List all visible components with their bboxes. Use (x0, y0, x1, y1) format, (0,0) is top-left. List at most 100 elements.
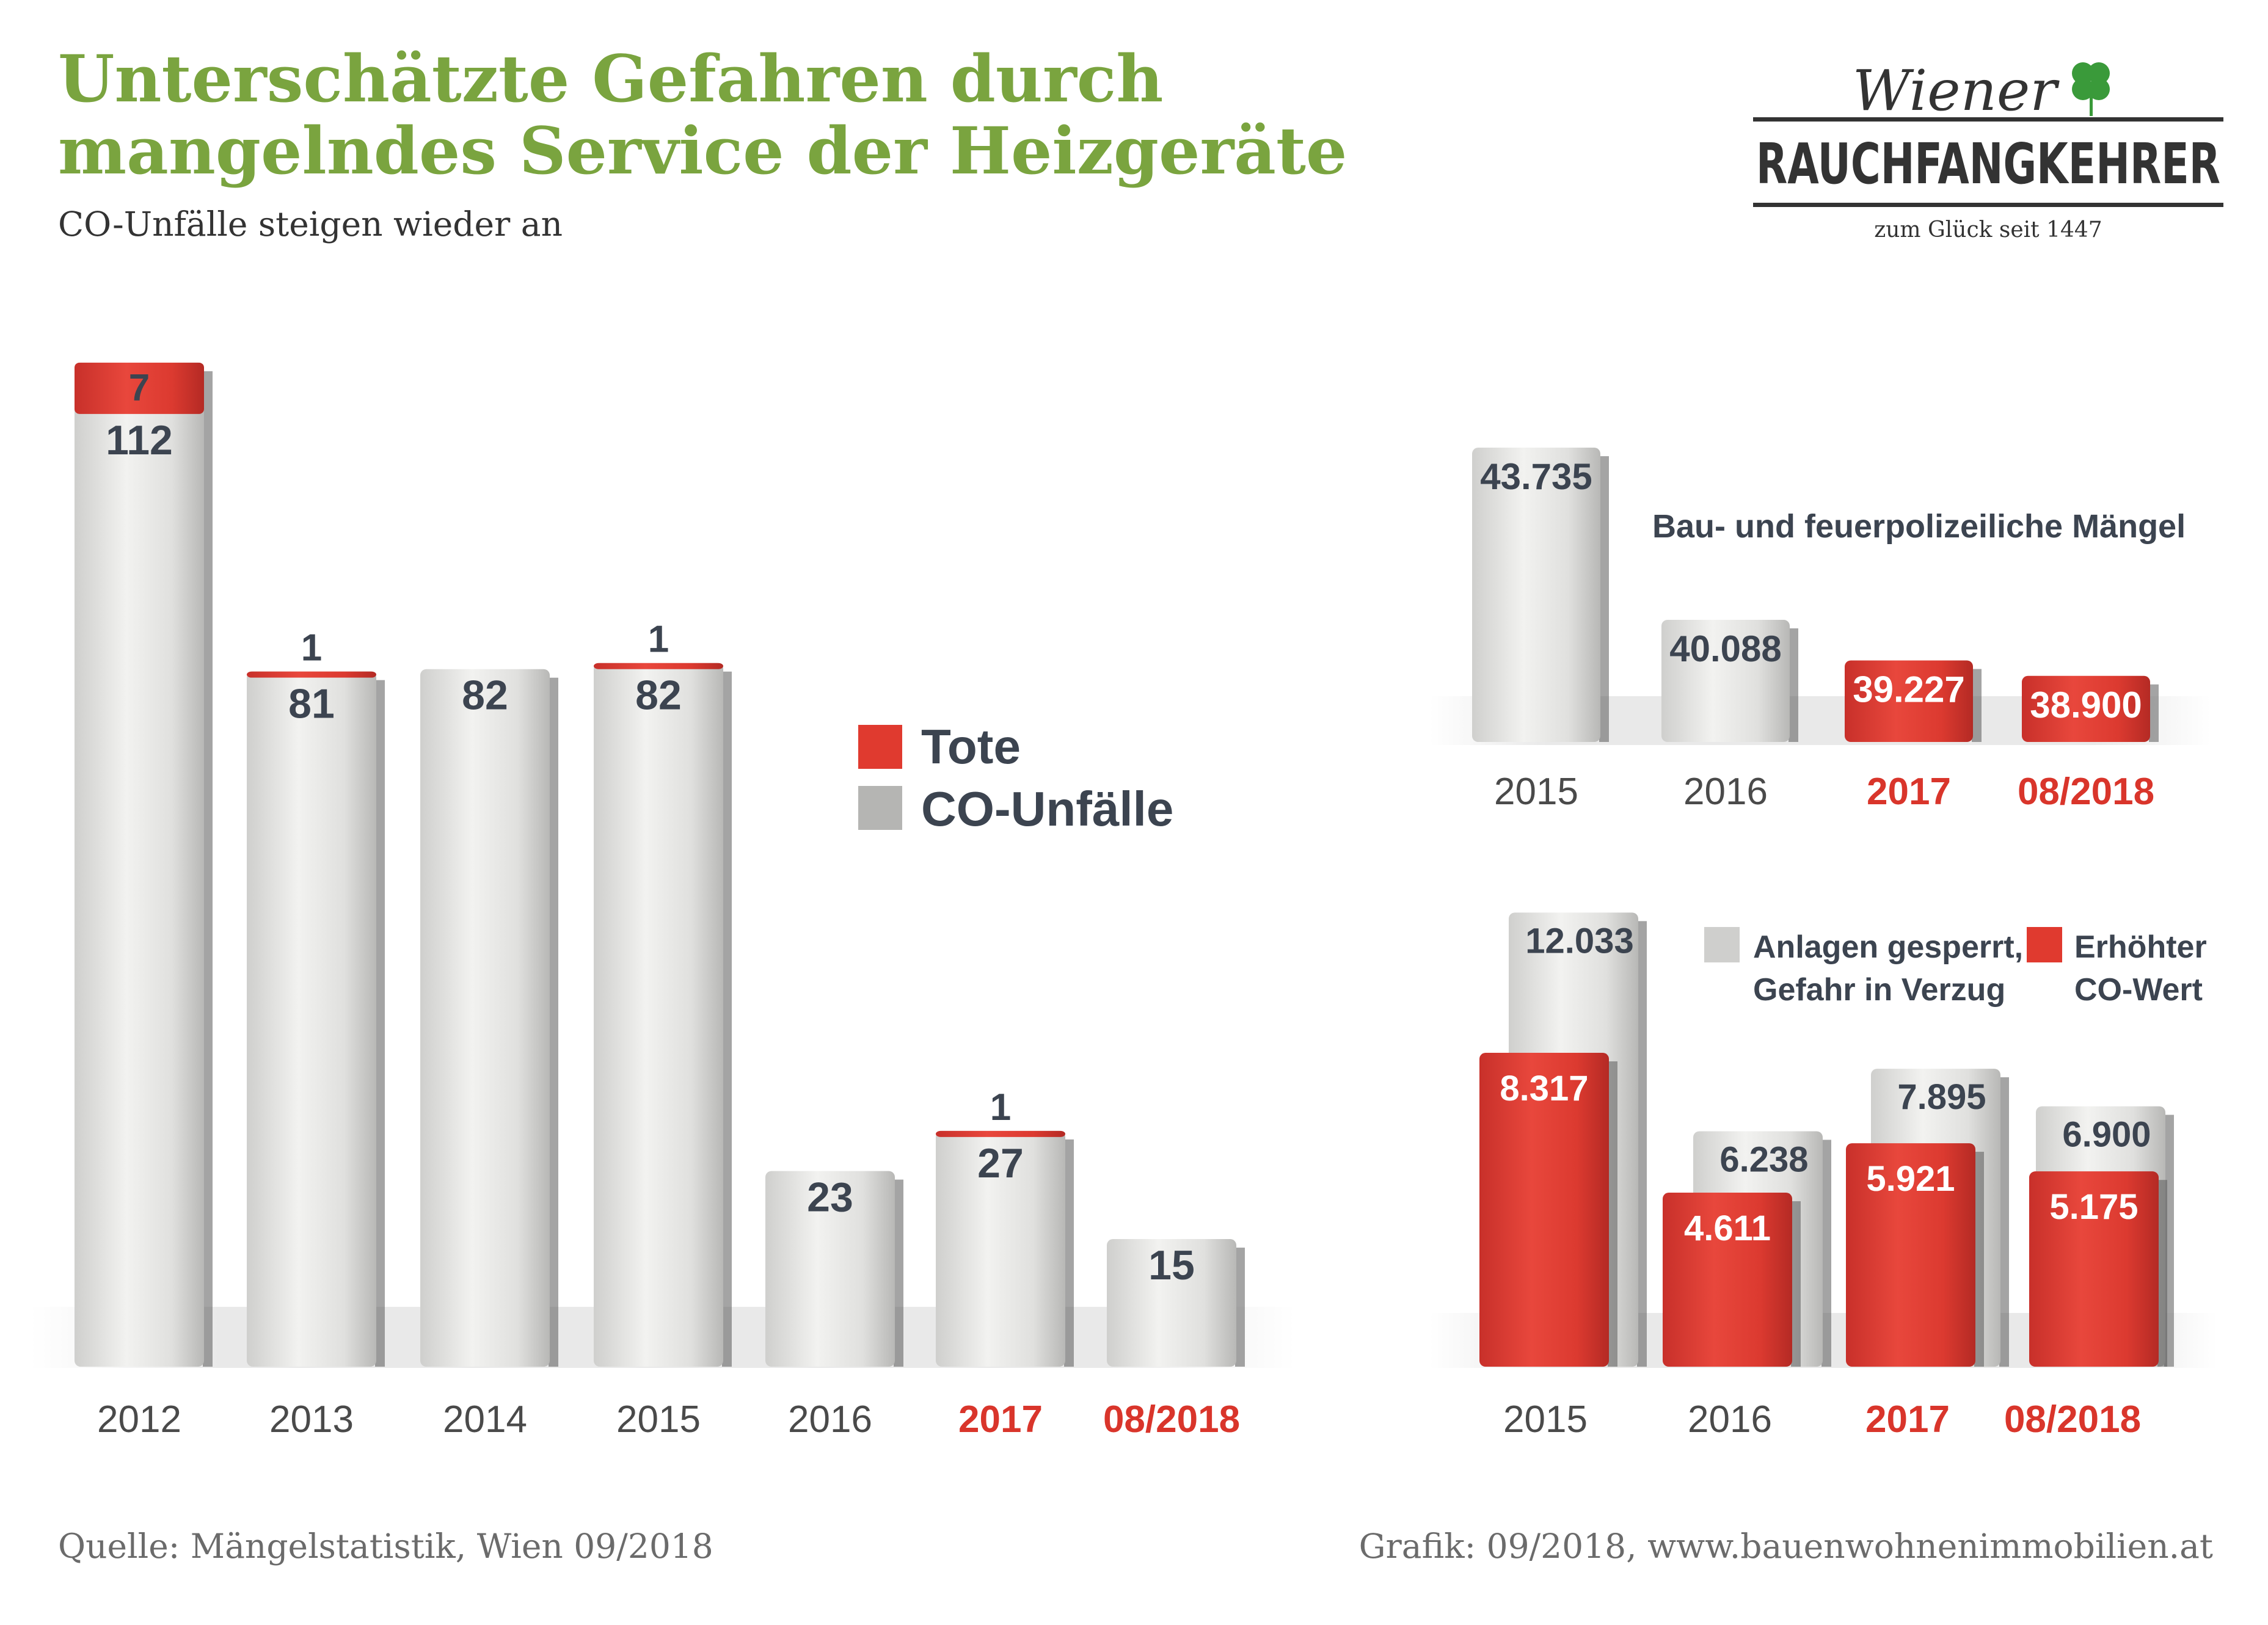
bar-co-2017-shadow (1064, 1139, 1074, 1367)
bar-co-value-08-2018 (2029, 1171, 2159, 1367)
bar-co-2012-shadow (203, 371, 213, 1367)
clover-icon (2072, 62, 2110, 116)
subtitle: CO-Unfälle steigen wieder an (58, 205, 563, 244)
category-label-08-2018: 08/2018 (2004, 1398, 2141, 1441)
bar-locked-2015-shadow (1637, 921, 1647, 1367)
legend-label-co-value-line-2: CO-Wert (2074, 972, 2203, 1008)
value-label-tote-2015: 1 (648, 619, 669, 661)
category-label-2015: 2015 (616, 1398, 701, 1441)
value-label-tote-2017: 1 (990, 1086, 1011, 1129)
bar-co-2014 (420, 669, 550, 1367)
value-label-defects-2015: 43.735 (1480, 456, 1592, 497)
category-label-08-2018: 08/2018 (2018, 771, 2154, 813)
value-label-co-2012: 112 (106, 417, 173, 464)
value-label-locked-2015: 12.033 (1525, 921, 1633, 961)
bar-co-value-2017 (1846, 1143, 1975, 1367)
source-note: Quelle: Mängelstatistik, Wien 09/2018 (58, 1527, 713, 1566)
page-title: Unterschätzte Gefahren durch mangelndes … (58, 43, 1347, 187)
value-label-co-08-2018: 15 (1148, 1242, 1195, 1289)
category-label-2017: 2017 (958, 1398, 1043, 1441)
legend-label-locked-line-2: Gefahr in Verzug (1753, 972, 2005, 1008)
category-label-2016: 2016 (1683, 771, 1768, 813)
bar-defects-08-2018-shadow (2149, 684, 2159, 742)
bar-co-value-2015-shadow (1608, 1061, 1617, 1367)
category-label-08-2018: 08/2018 (1103, 1398, 1240, 1441)
title-line-1: Unterschätzte Gefahren durch (58, 40, 1164, 117)
bar-defects-08-2018 (2022, 675, 2150, 742)
legend-label-tote: Tote (921, 719, 1021, 774)
legend-swatch-locked (1704, 927, 1740, 962)
bar-defects-2016 (1661, 619, 1790, 742)
bar-tote-2017 (936, 1130, 1065, 1137)
bar-co-2017 (936, 1130, 1065, 1367)
bar-co-value-2017-shadow (1974, 1152, 1984, 1367)
credit-note: Grafik: 09/2018, www.bauenwohnenimmobili… (1358, 1527, 2213, 1566)
bar-co-2013-shadow (375, 680, 385, 1367)
category-label-2017: 2017 (1865, 1398, 1950, 1441)
category-label-2013: 2013 (269, 1398, 354, 1441)
bar-locked-2017-shadow (1999, 1077, 2009, 1367)
value-label-defects-2017: 39.227 (1853, 669, 1965, 710)
bar-co-2013 (247, 671, 376, 1367)
value-label-co-value-2017: 5.921 (1866, 1159, 1955, 1199)
bar-co-2012 (75, 362, 204, 1367)
legend-label-co: CO-Unfälle (921, 782, 1173, 836)
value-label-co-value-2015: 8.317 (1500, 1069, 1588, 1108)
bar-co-08-2018-shadow (1235, 1248, 1245, 1367)
value-label-tote-2013: 1 (301, 627, 322, 669)
value-label-co-2017: 27 (977, 1140, 1024, 1187)
legend-swatch-co (858, 786, 902, 830)
bar-tote-2013 (247, 671, 376, 678)
value-label-locked-08-2018: 6.900 (2062, 1115, 2151, 1155)
co-accidents-chart: 7 112 2012 1 81 2013 82 2014 1 82 2015 23 2016 1 27 201… (31, 362, 1295, 1441)
value-label-co-2014: 82 (462, 672, 508, 719)
bar-co-08-2018 (1107, 1239, 1236, 1367)
bar-co-value-2015 (1479, 1053, 1609, 1367)
value-label-co-2013: 81 (288, 681, 335, 727)
category-label-2014: 2014 (443, 1398, 527, 1441)
category-label-2016: 2016 (788, 1398, 872, 1441)
bar-co-2016-shadow (894, 1179, 903, 1367)
value-label-locked-2016: 6.238 (1719, 1140, 1808, 1179)
legend-label-co-value-line-1: Erhöhter (2074, 929, 2207, 965)
value-label-co-2016: 23 (807, 1174, 853, 1221)
bar-locked-2016-shadow (1821, 1140, 1831, 1367)
locked-systems-chart: 12.033 8.317 2015 6.238 4.611 2016 7.895 5.921 2… (1429, 912, 2217, 1441)
title-line-2: mangelndes Service der Heizgeräte (58, 112, 1347, 189)
value-label-co-2015: 82 (635, 672, 682, 719)
logo-rule-top (1753, 117, 2223, 122)
logo-main: RAUCHFANGKEHRER (1756, 131, 2220, 197)
bar-defects-2015-shadow (1599, 456, 1609, 742)
value-label-defects-08-2018: 38.900 (2030, 685, 2142, 725)
bar-defects-2016-shadow (1789, 628, 1798, 742)
value-label-defects-2016: 40.088 (1669, 628, 1782, 669)
logo: Wiener RAUCHFANGKEHRER zum Glück seit 14… (1753, 58, 2223, 242)
value-label-co-value-08-2018: 5.175 (2049, 1187, 2138, 1227)
category-label-2015: 2015 (1494, 771, 1578, 813)
bar-co-2015 (594, 663, 723, 1367)
bar-co-value-2016 (1663, 1193, 1792, 1367)
bar-co-2014-shadow (549, 677, 558, 1367)
value-label-tote-2012: 7 (129, 367, 150, 409)
category-label-2016: 2016 (1688, 1398, 1772, 1441)
bar-tote-2012 (75, 362, 204, 414)
bar-co-value-2016-shadow (1791, 1201, 1801, 1367)
category-label-2017: 2017 (1867, 771, 1951, 813)
category-label-2012: 2012 (97, 1398, 181, 1441)
bar-defects-2015 (1472, 448, 1600, 742)
category-label-2015: 2015 (1503, 1398, 1588, 1441)
value-label-locked-2017: 7.895 (1897, 1077, 1986, 1117)
legend-swatch-tote (858, 725, 902, 769)
bar-co-2015-shadow (722, 671, 732, 1367)
logo-tagline: zum Glück seit 1447 (1874, 217, 2102, 242)
bar-co-value-08-2018-shadow (2157, 1180, 2167, 1367)
bar-defects-2017 (1845, 660, 1973, 742)
legend-swatch-co-value (2027, 927, 2062, 962)
bar-tote-2015 (594, 663, 723, 669)
bar-defects-2017-shadow (1972, 669, 1982, 742)
logo-rule-bottom (1753, 203, 2223, 207)
legend-label-locked-line-1: Anlagen gesperrt, (1753, 929, 2023, 965)
value-label-co-value-2016: 4.611 (1684, 1209, 1771, 1248)
bar-co-2016 (765, 1171, 895, 1367)
defects-chart: Bau- und feuerpolizeiliche Mängel 43.735 2… (1429, 448, 2211, 813)
